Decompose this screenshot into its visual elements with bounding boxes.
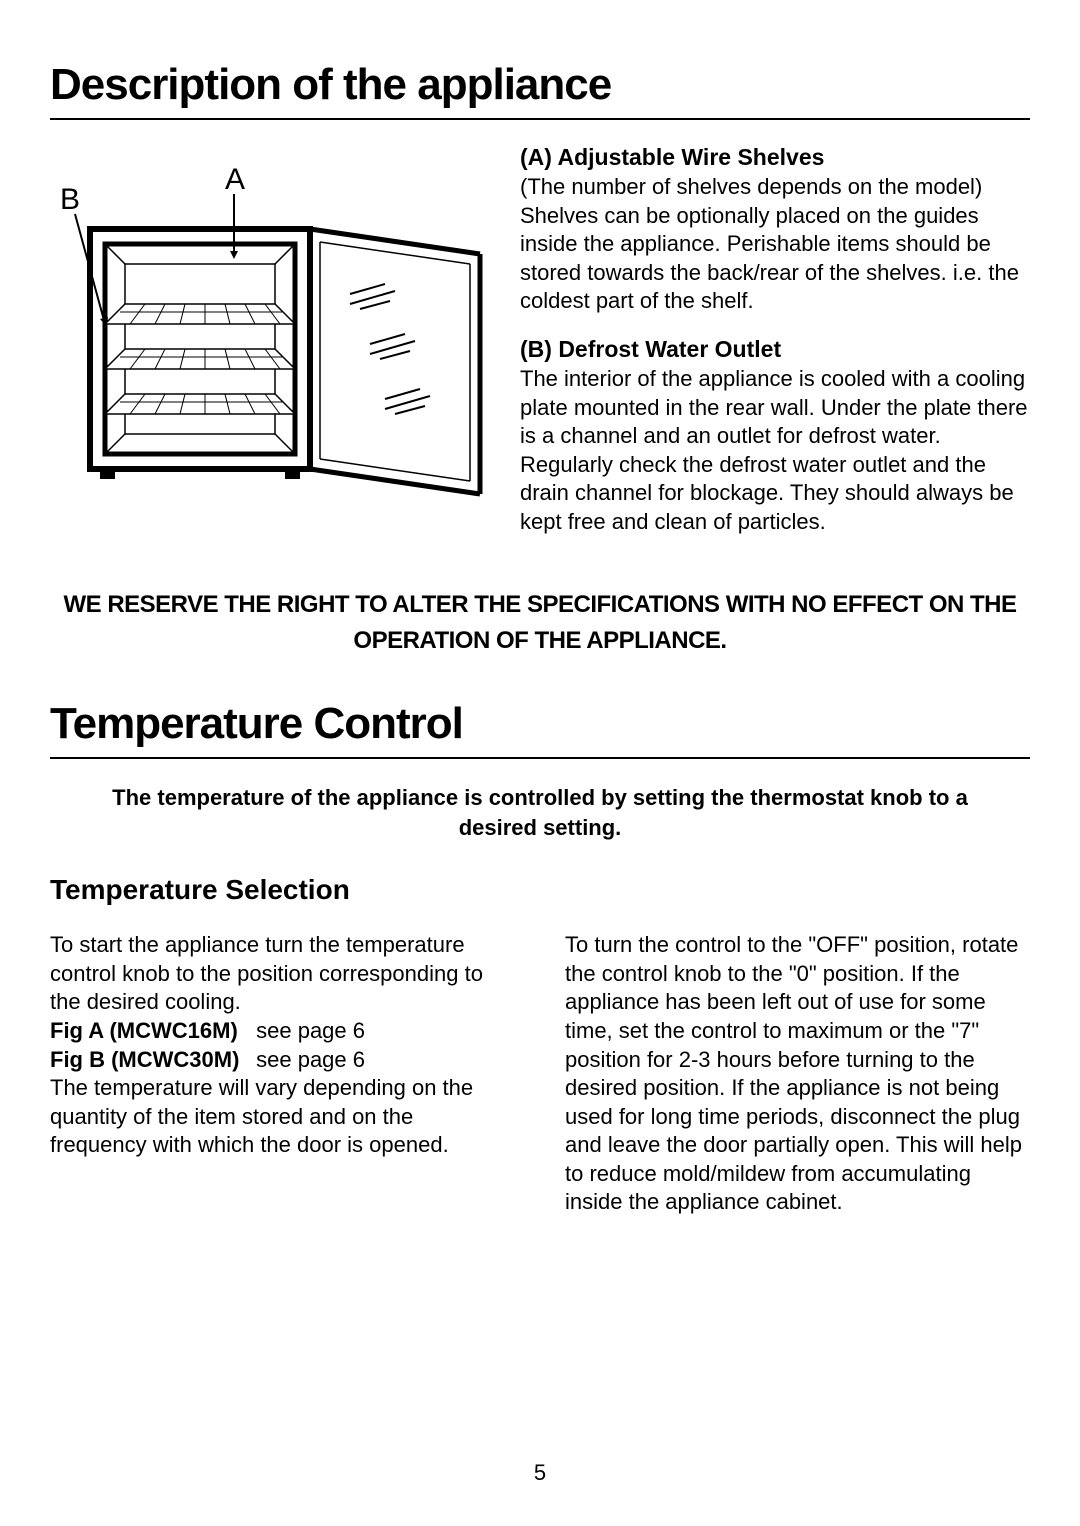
fig-a-line: Fig A (MCWC16M) see page 6	[50, 1017, 515, 1046]
temperature-intro: The temperature of the appliance is cont…	[90, 783, 990, 845]
section-heading-temperature: Temperature Control	[50, 699, 1030, 749]
specifications-notice: WE RESERVE THE RIGHT TO ALTER THE SPECIF…	[50, 587, 1030, 659]
shelf-3	[105, 394, 295, 414]
divider	[50, 118, 1030, 120]
fig-b-label: Fig B (MCWC30M)	[50, 1046, 250, 1075]
diagram-label-a: A	[225, 163, 245, 196]
shelf-2	[105, 349, 295, 369]
column-right: To turn the control to the "OFF" positio…	[565, 931, 1030, 1217]
appliance-diagram-container: A B	[50, 144, 490, 557]
fig-b-line: Fig B (MCWC30M) see page 6	[50, 1046, 515, 1075]
column-left: To start the appliance turn the temperat…	[50, 931, 515, 1217]
col1-paragraph-1: To start the appliance turn the temperat…	[50, 931, 515, 1017]
two-column-layout: To start the appliance turn the temperat…	[50, 931, 1030, 1217]
item-a-body: (The number of shelves depends on the mo…	[520, 173, 1030, 316]
col2-paragraph: To turn the control to the "OFF" positio…	[565, 931, 1030, 1217]
description-section: A B	[50, 144, 1030, 557]
item-a-heading: (A) Adjustable Wire Shelves	[520, 144, 1030, 171]
shelf-1	[105, 304, 295, 324]
appliance-diagram: A B	[50, 159, 490, 499]
diagram-label-b: B	[60, 183, 80, 216]
col1-paragraph-2: The temperature will vary depending on t…	[50, 1074, 515, 1160]
page-number: 5	[534, 1460, 546, 1486]
fig-b-ref: see page 6	[256, 1047, 365, 1072]
item-b-heading: (B) Defrost Water Outlet	[520, 336, 1030, 363]
temperature-selection-heading: Temperature Selection	[50, 874, 1030, 906]
section-heading-description: Description of the appliance	[50, 60, 1030, 110]
fig-a-label: Fig A (MCWC16M)	[50, 1017, 250, 1046]
appliance-door	[310, 229, 480, 494]
fig-a-ref: see page 6	[256, 1018, 365, 1043]
description-text-column: (A) Adjustable Wire Shelves (The number …	[520, 144, 1030, 557]
item-b-body: The interior of the appliance is cooled …	[520, 365, 1030, 537]
divider	[50, 757, 1030, 759]
